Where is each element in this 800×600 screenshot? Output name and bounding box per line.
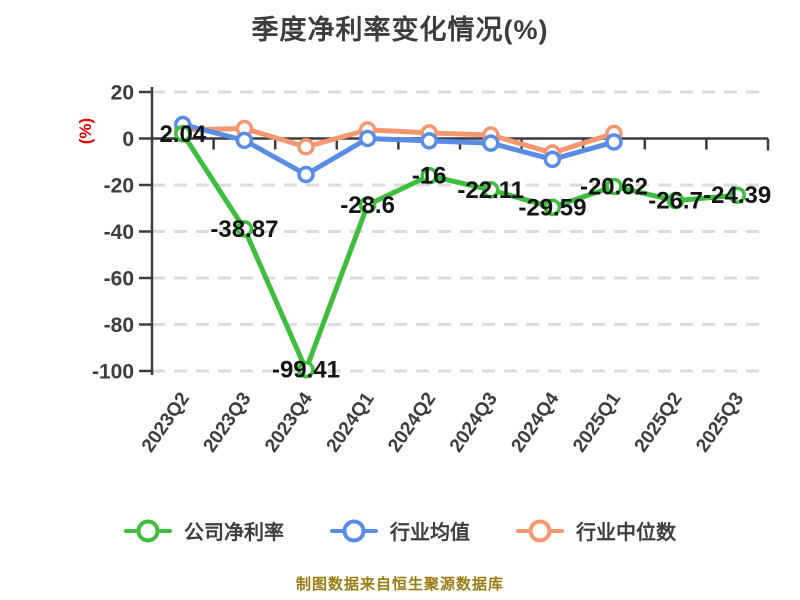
legend-dot: [528, 519, 552, 542]
legend-label: 行业中位数: [576, 522, 676, 544]
y-tick-label: 20: [111, 82, 134, 105]
x-tick-label: 2025Q1: [569, 388, 625, 456]
chart-title: 季度净利率变化情况(%): [251, 15, 549, 45]
data-point-company-net-margin: [605, 177, 623, 196]
y-tick-label: -100: [92, 361, 134, 384]
x-tick-label: 2023Q3: [200, 389, 256, 456]
data-point-industry-mean: [482, 134, 500, 152]
data-point-company-net-margin: [420, 166, 438, 185]
x-tick-label: 2024Q4: [508, 388, 564, 456]
data-point-company-net-margin: [297, 360, 315, 379]
data-label-company-net-margin: -28.6: [340, 192, 395, 219]
data-label-company-net-margin: -26.7: [648, 188, 703, 215]
y-tick-label: -20: [104, 175, 134, 198]
legend-item-industry-mean[interactable]: 行业均值: [330, 516, 470, 545]
legend-item-company-net-margin[interactable]: 公司净利率: [124, 516, 284, 545]
legend: 公司净利率 行业均值 行业中位数: [0, 516, 800, 545]
data-label-company-net-margin: 2.04: [159, 121, 206, 148]
data-point-industry-median: [297, 138, 315, 156]
data-label-company-net-margin: -16: [412, 163, 447, 190]
legend-dot: [342, 519, 366, 542]
data-label-company-net-margin: -99.41: [272, 357, 340, 384]
data-point-industry-mean: [358, 129, 377, 148]
data-label-company-net-margin: -20.62: [580, 173, 648, 200]
legend-marker-icon: [516, 519, 564, 542]
series-line-industry-median: [180, 126, 617, 156]
data-point-company-net-margin: [358, 196, 377, 214]
data-point-industry-mean: [297, 165, 315, 184]
x-tick-label: 2023Q2: [138, 389, 194, 456]
data-point-company-net-margin: [174, 125, 192, 143]
y-tick-label: -60: [104, 268, 134, 291]
plot-area: 20 0 -20 -40 -60 -80 -100 (%) 2023Q2 2023Q3 2023Q4…: [76, 82, 771, 457]
legend-marker-icon: [124, 519, 172, 542]
x-tick-label: 2025Q3: [692, 389, 748, 456]
x-tick-label: 2024Q1: [323, 388, 379, 456]
y-tick-label: -80: [104, 314, 134, 337]
data-point-industry-mean: [605, 133, 623, 151]
data-point-company-net-margin: [482, 181, 500, 199]
data-label-company-net-margin: -22.11: [457, 177, 524, 204]
x-tick-label: 2023Q4: [261, 388, 317, 456]
data-point-industry-mean: [543, 150, 562, 169]
legend-marker-icon: [330, 519, 378, 542]
legend-label: 公司净利率: [184, 522, 284, 544]
y-tick-label: -40: [104, 221, 134, 244]
data-point-industry-mean: [420, 132, 438, 150]
data-point-company-net-margin: [666, 191, 685, 210]
data-point-company-net-margin: [728, 186, 746, 204]
x-tick-label: 2024Q3: [446, 389, 502, 456]
data-point-company-net-margin: [543, 198, 562, 217]
data-label-company-net-margin: -38.87: [210, 216, 278, 243]
data-source-note: 制图数据来自恒生聚源数据库: [295, 576, 504, 593]
x-tick-label: 2024Q2: [384, 389, 440, 456]
y-tick-label: 0: [122, 128, 134, 151]
data-label-company-net-margin: -29.59: [518, 194, 586, 221]
legend-item-industry-median[interactable]: 行业中位数: [516, 516, 676, 545]
data-label-company-net-margin: -24.39: [703, 182, 771, 209]
x-tick-label: 2025Q2: [631, 389, 687, 456]
data-point-industry-mean: [235, 131, 254, 150]
y-axis-unit-label: (%): [76, 118, 95, 144]
series-line-industry-mean: [180, 122, 617, 178]
legend-dot: [136, 519, 160, 542]
legend-label: 行业均值: [390, 522, 470, 544]
series-line-company-net-margin: [180, 131, 740, 373]
data-point-company-net-margin: [235, 220, 254, 238]
